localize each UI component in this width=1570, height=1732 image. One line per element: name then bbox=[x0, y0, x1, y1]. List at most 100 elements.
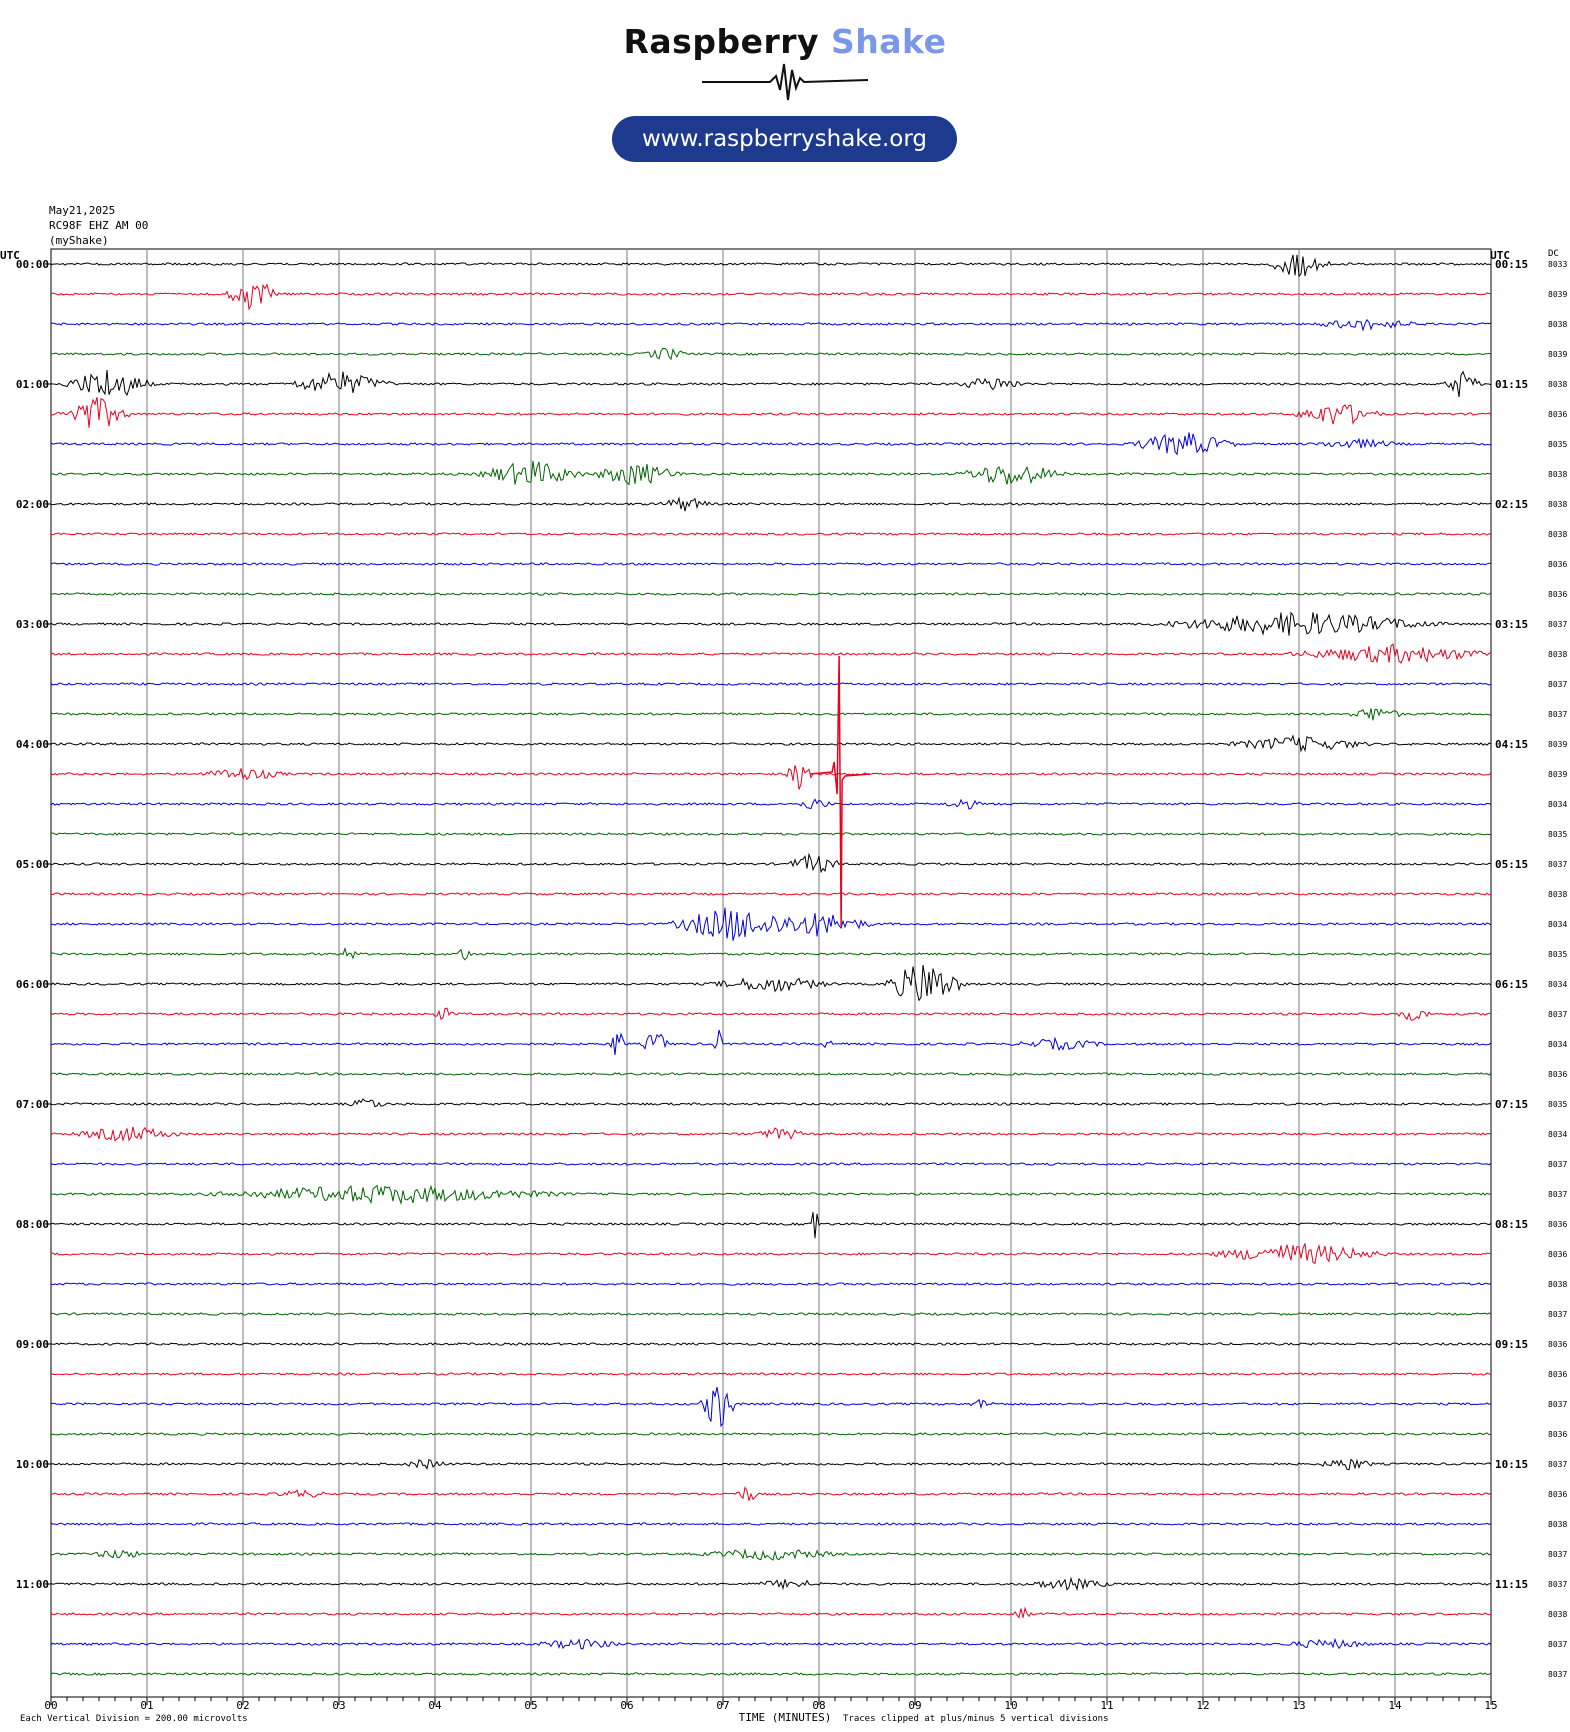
dc-offset-label: 8037 bbox=[1548, 1010, 1567, 1019]
hour-label-right: 02:15 bbox=[1495, 498, 1528, 511]
trace-line-7 bbox=[50, 460, 1492, 486]
x-axis-title: TIME (MINUTES) bbox=[739, 1711, 832, 1724]
dc-offset-label: 8037 bbox=[1548, 710, 1567, 719]
x-tick-label: 07 bbox=[716, 1699, 729, 1712]
trace-line-0 bbox=[50, 254, 1492, 278]
website-link[interactable]: www.raspberryshake.org bbox=[612, 116, 957, 162]
dc-offset-label: 8036 bbox=[1548, 1250, 1567, 1259]
hour-label-left: 10:00 bbox=[16, 1458, 49, 1471]
trace-line-30 bbox=[50, 1162, 1492, 1166]
x-tick-label: 06 bbox=[620, 1699, 633, 1712]
trace-line-44 bbox=[50, 1576, 1492, 1592]
hour-label-left: 11:00 bbox=[16, 1578, 49, 1591]
dc-offset-label: 8034 bbox=[1548, 980, 1567, 989]
trace-line-13 bbox=[50, 643, 1492, 664]
trace-line-23 bbox=[50, 946, 1492, 961]
dc-offset-label: 8037 bbox=[1548, 680, 1567, 689]
station-channel: RC98F EHZ AM 00 bbox=[49, 219, 149, 232]
dc-offset-label: 8036 bbox=[1548, 1370, 1567, 1379]
x-tick-label: 11 bbox=[1100, 1699, 1113, 1712]
hour-label-right: 01:15 bbox=[1495, 378, 1528, 391]
x-tick-label: 13 bbox=[1292, 1699, 1305, 1712]
x-tick-label: 04 bbox=[428, 1699, 442, 1712]
trace-line-47 bbox=[50, 1672, 1492, 1676]
trace-line-32 bbox=[50, 1212, 1492, 1239]
dc-offset-label: 8035 bbox=[1548, 830, 1567, 839]
x-tick-label: 05 bbox=[524, 1699, 537, 1712]
trace-line-27 bbox=[50, 1072, 1492, 1076]
trace-line-18 bbox=[50, 798, 1492, 810]
dc-offset-label: 8034 bbox=[1548, 1040, 1567, 1049]
hour-label-left: 04:00 bbox=[16, 738, 49, 751]
trace-line-34 bbox=[50, 1282, 1492, 1286]
data-source: (myShake) bbox=[49, 234, 109, 247]
x-tick-label: 10 bbox=[1004, 1699, 1017, 1712]
clipped-signal-spike bbox=[810, 655, 871, 927]
dc-offset-label: 8034 bbox=[1548, 1130, 1567, 1139]
dc-offset-label: 8037 bbox=[1548, 1310, 1567, 1319]
trace-line-15 bbox=[50, 708, 1492, 721]
dc-offset-label: 8037 bbox=[1548, 1550, 1567, 1559]
trace-line-1 bbox=[50, 283, 1492, 311]
x-tick-label: 08 bbox=[812, 1699, 825, 1712]
dc-offset-label: 8036 bbox=[1548, 1220, 1567, 1229]
hour-label-right: 04:15 bbox=[1495, 738, 1528, 751]
dc-offset-label: 8039 bbox=[1548, 740, 1567, 749]
trace-line-26 bbox=[51, 1029, 1492, 1055]
trace-line-31 bbox=[50, 1184, 1492, 1206]
x-tick-label: 03 bbox=[332, 1699, 345, 1712]
dc-offset-label: 8038 bbox=[1548, 380, 1567, 389]
trace-line-17 bbox=[50, 765, 1492, 790]
trace-line-42 bbox=[50, 1522, 1492, 1526]
dc-offset-label: 8037 bbox=[1548, 1460, 1567, 1469]
station-info: May21,2025 RC98F EHZ AM 00 (myShake) bbox=[49, 203, 148, 248]
branding-header: Raspberry Shake www.raspberryshake.org bbox=[0, 0, 1570, 180]
left-axis-title: UTC bbox=[0, 249, 20, 262]
right-axis-title: UTC bbox=[1490, 249, 1510, 262]
dc-offset-label: 8034 bbox=[1548, 920, 1567, 929]
trace-line-19 bbox=[50, 832, 1492, 836]
hour-label-left: 06:00 bbox=[16, 978, 49, 991]
trace-line-41 bbox=[50, 1486, 1492, 1501]
trace-line-33 bbox=[50, 1243, 1492, 1265]
hour-label-right: 03:15 bbox=[1495, 618, 1528, 631]
trace-line-29 bbox=[50, 1126, 1492, 1143]
dc-offset-label: 8036 bbox=[1548, 410, 1567, 419]
dc-offset-label: 8035 bbox=[1548, 950, 1567, 959]
trace-line-37 bbox=[50, 1372, 1492, 1376]
seismogram-logo-icon bbox=[702, 63, 869, 101]
dc-offset-label: 8037 bbox=[1548, 1400, 1567, 1409]
recording-date: May21,2025 bbox=[49, 204, 116, 217]
x-tick-label: 09 bbox=[908, 1699, 921, 1712]
dc-offset-label: 8037 bbox=[1548, 1190, 1567, 1199]
dc-offset-label: 8038 bbox=[1548, 890, 1567, 899]
dc-offset-label: 8036 bbox=[1548, 1070, 1567, 1079]
trace-line-25 bbox=[50, 1007, 1491, 1021]
trace-line-24 bbox=[50, 965, 1492, 1002]
dc-offset-label: 8036 bbox=[1548, 1490, 1567, 1499]
dc-offset-label: 8039 bbox=[1548, 350, 1567, 359]
dc-offset-label: 8038 bbox=[1548, 1520, 1567, 1529]
hour-label-left: 05:00 bbox=[16, 858, 49, 871]
x-tick-label: 14 bbox=[1388, 1699, 1402, 1712]
dc-offset-label: 8037 bbox=[1548, 1580, 1567, 1589]
trace-line-16 bbox=[50, 734, 1492, 753]
trace-line-46 bbox=[50, 1637, 1492, 1650]
dc-offset-label: 8036 bbox=[1548, 1340, 1567, 1349]
trace-line-38 bbox=[51, 1386, 1492, 1428]
trace-line-39 bbox=[50, 1432, 1492, 1436]
scale-note: Each Vertical Division = 200.00 microvol… bbox=[20, 1714, 248, 1724]
dc-offset-label: 8036 bbox=[1548, 590, 1567, 599]
brand-name-shake: Shake bbox=[831, 22, 947, 61]
hour-label-right: 06:15 bbox=[1495, 978, 1528, 991]
dc-offset-label: 8036 bbox=[1548, 1430, 1567, 1439]
hour-label-right: 00:15 bbox=[1495, 258, 1528, 271]
x-tick-label: 12 bbox=[1196, 1699, 1209, 1712]
hour-label-right: 10:15 bbox=[1495, 1458, 1528, 1471]
dc-offset-label: 8037 bbox=[1548, 860, 1567, 869]
dc-offset-label: 8037 bbox=[1548, 1640, 1567, 1649]
trace-line-43 bbox=[50, 1548, 1492, 1561]
hour-label-right: 05:15 bbox=[1495, 858, 1528, 871]
brand-logo-text: Raspberry Shake bbox=[0, 22, 1570, 61]
trace-line-6 bbox=[50, 432, 1492, 456]
